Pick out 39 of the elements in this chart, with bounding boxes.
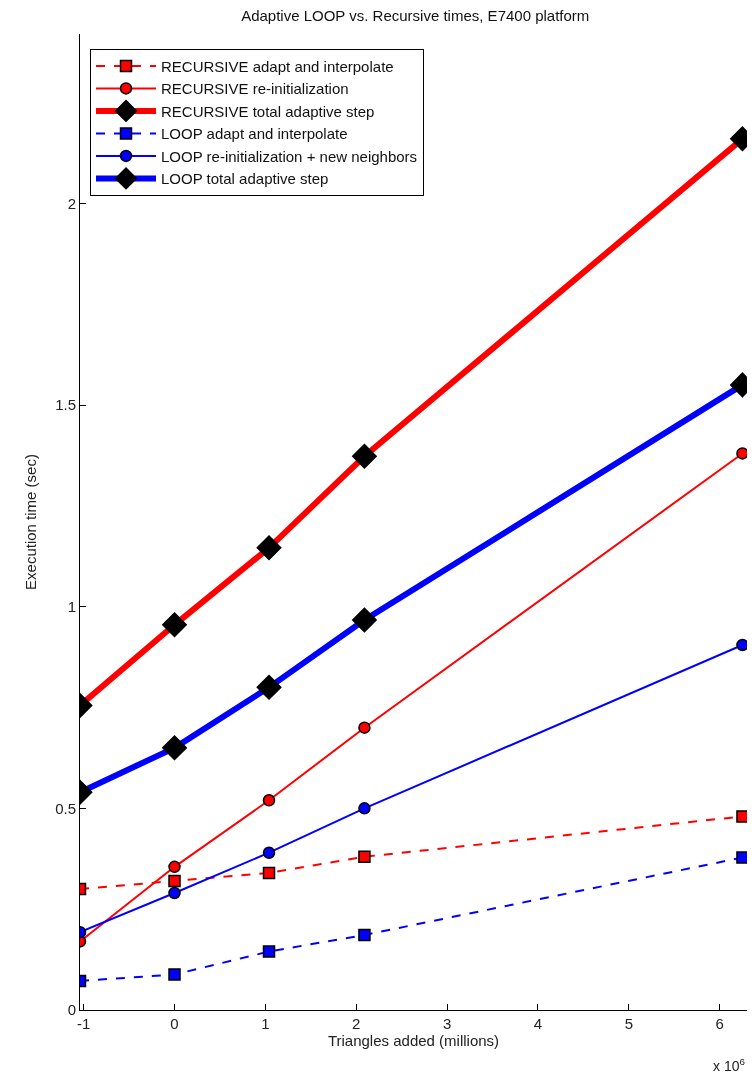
point bbox=[262, 794, 276, 807]
point bbox=[168, 860, 181, 874]
x-axis-title: Triangles added (millions) bbox=[327, 1032, 500, 1049]
point bbox=[358, 721, 371, 734]
point bbox=[168, 886, 181, 900]
point bbox=[262, 945, 276, 958]
point bbox=[262, 866, 276, 880]
y-tick-label: 2 bbox=[67, 194, 76, 212]
legend-label: RECURSIVE re-initialization bbox=[161, 80, 349, 98]
legend-label: LOOP re-initialization + new neighbors bbox=[161, 147, 418, 165]
legend-label: LOOP adapt and interpolate bbox=[161, 125, 348, 143]
point bbox=[358, 802, 371, 815]
y-tick-label: 0.5 bbox=[55, 799, 76, 817]
x-tick-label: 0 bbox=[170, 1015, 179, 1032]
point bbox=[168, 968, 181, 981]
point bbox=[358, 928, 371, 942]
legend-label: RECURSIVE total adaptive step bbox=[161, 102, 375, 120]
x-tick-label: 3 bbox=[442, 1015, 452, 1032]
point bbox=[736, 851, 747, 864]
text: x 10$^{6}$ bbox=[713, 1056, 746, 1072]
x-tick-label: 1 bbox=[261, 1015, 270, 1032]
y-tick-label: 1.5 bbox=[55, 396, 76, 414]
point bbox=[358, 850, 371, 863]
legend-label: LOOP total adaptive step bbox=[161, 170, 329, 188]
x-tick-label: 2 bbox=[352, 1015, 361, 1032]
x-tick-label: -1 bbox=[76, 1015, 91, 1032]
point bbox=[736, 638, 747, 652]
y-tick-label: 0 bbox=[67, 1001, 76, 1019]
point bbox=[168, 874, 181, 888]
chart-title: Adaptive LOOP vs. Recursive times, E7400 platform bbox=[241, 7, 590, 25]
y-tick-label: 1 bbox=[67, 597, 76, 615]
legend-label: RECURSIVE adapt and interpolate bbox=[161, 57, 394, 75]
point bbox=[736, 447, 747, 460]
y-axis-title: Execution time (sec) bbox=[22, 454, 40, 590]
point bbox=[262, 846, 276, 859]
x-tick-label: 4 bbox=[533, 1015, 543, 1032]
x-tick-label: 6 bbox=[715, 1015, 724, 1032]
x-tick-label: 5 bbox=[624, 1015, 634, 1032]
point bbox=[736, 810, 747, 823]
